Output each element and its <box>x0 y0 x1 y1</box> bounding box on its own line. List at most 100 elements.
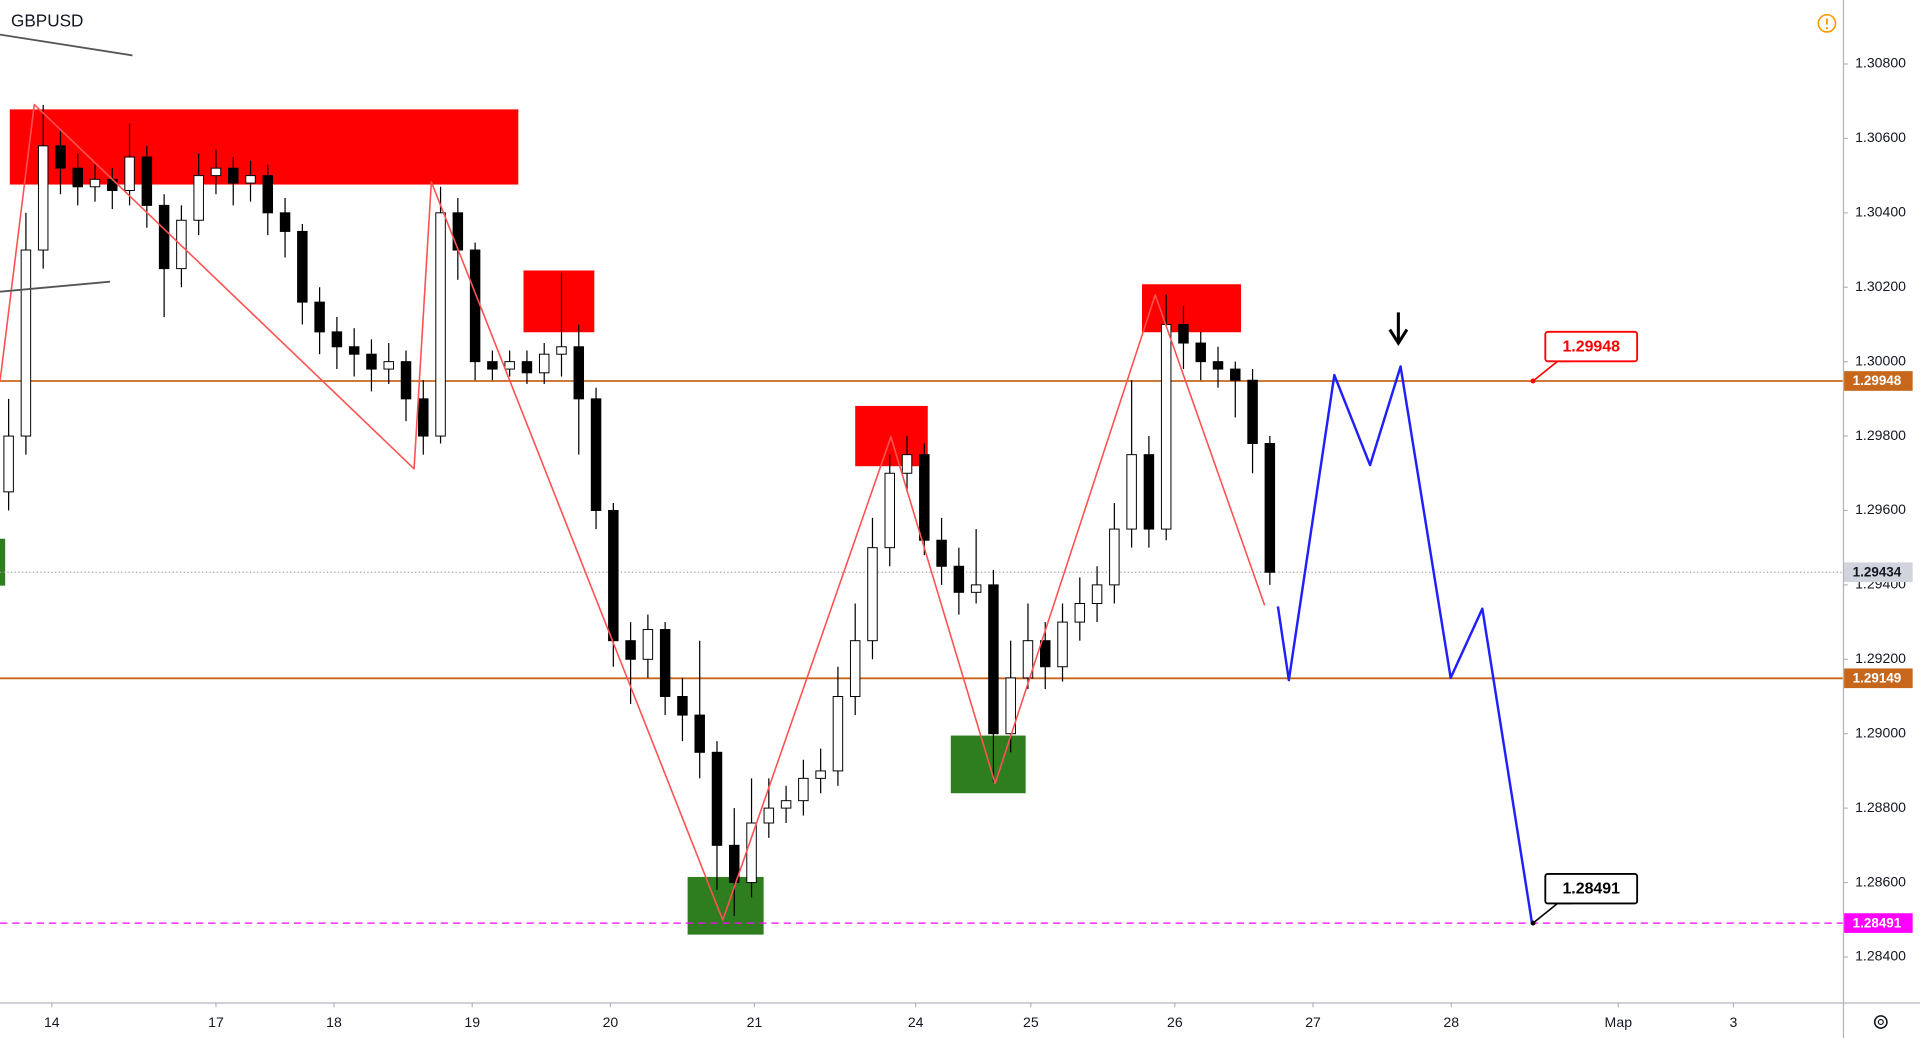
candle-body <box>1264 443 1276 573</box>
gear-ring <box>1873 1015 1888 1029</box>
candle-body <box>1230 368 1241 381</box>
x-tick-label: 19 <box>464 1014 480 1030</box>
price-badge <box>1844 668 1913 689</box>
price-badge <box>1844 371 1913 391</box>
y-tick-label: 1.30000 <box>1855 352 1906 368</box>
candle-body <box>642 629 654 660</box>
candle-body <box>331 331 343 348</box>
candle-body <box>193 175 204 221</box>
y-tick-label: 1.29800 <box>1855 427 1906 443</box>
y-tick-label: 1.29000 <box>1855 724 1906 740</box>
candle-body <box>314 301 325 333</box>
arrow-head <box>1388 328 1409 346</box>
y-tick-label: 1.28800 <box>1855 799 1906 815</box>
candle-body <box>72 167 83 188</box>
zone <box>9 109 519 185</box>
plot-layer: 1.28400 1.28600 1.28800 1.29000 1.29200 1.294… <box>0 33 1913 1030</box>
candle-body <box>452 212 464 251</box>
candle-body <box>919 454 930 541</box>
candle-body <box>867 547 878 642</box>
candle-body <box>1074 602 1086 623</box>
candle-body <box>1143 454 1155 530</box>
candle-body <box>729 844 740 884</box>
x-tick-label: 14 <box>44 1014 60 1030</box>
price-badge-label: 1.28491 <box>1853 915 1902 930</box>
candle-body <box>556 346 567 355</box>
zone <box>687 876 764 935</box>
candle-body <box>107 178 118 191</box>
candle-body <box>383 361 394 370</box>
candle-body <box>521 361 533 374</box>
candle-body <box>89 178 101 188</box>
candle-body <box>988 584 999 735</box>
settings-icon[interactable] <box>1873 1015 1888 1029</box>
alert-icon[interactable] <box>1817 13 1837 33</box>
candle-body <box>262 175 274 214</box>
candle-body <box>297 230 308 303</box>
zone <box>0 538 6 586</box>
candle-body <box>884 472 895 549</box>
price-badge-label: 1.29149 <box>1853 670 1902 685</box>
drawn-line <box>0 33 133 57</box>
candle-body <box>746 822 757 884</box>
price-badge-label: 1.29948 <box>1853 373 1902 388</box>
candle-body <box>1195 342 1206 363</box>
candle-body <box>487 361 498 370</box>
candle-body <box>832 696 844 772</box>
down-arrow <box>1388 312 1409 346</box>
candle-body <box>1040 640 1051 668</box>
candle-body <box>608 509 619 642</box>
candle-body <box>3 435 14 493</box>
x-tick-label: 25 <box>1023 1014 1039 1030</box>
candle-body <box>573 346 585 400</box>
candle-body <box>504 361 515 370</box>
candle-body <box>659 629 671 697</box>
x-tick-label: 26 <box>1167 1014 1183 1030</box>
candle-body <box>158 204 170 270</box>
alert-icon-dot <box>1825 27 1829 30</box>
y-tick-label: 1.29200 <box>1855 650 1906 666</box>
candle-body <box>348 346 360 355</box>
x-tick-label: 18 <box>326 1014 342 1030</box>
candle-body <box>1212 361 1224 370</box>
candle-body <box>849 640 861 697</box>
price-badge <box>1844 562 1913 583</box>
candle-body <box>141 156 153 206</box>
x-tick-label: 17 <box>208 1014 224 1030</box>
y-tick-label: 1.30200 <box>1855 278 1906 294</box>
callout-anchor <box>1530 378 1536 384</box>
candle-body <box>469 249 481 363</box>
candle-body <box>625 640 636 660</box>
drawn-line <box>0 280 111 293</box>
candle-body <box>55 145 66 169</box>
candle-body <box>124 156 135 191</box>
drawn-line <box>0 103 1266 921</box>
y-tick-label: 1.28400 <box>1855 948 1906 964</box>
callout-box <box>1544 872 1639 905</box>
candle-body <box>970 584 982 593</box>
candle-body <box>210 167 222 177</box>
candle-body <box>1057 621 1068 668</box>
candle-body <box>435 212 446 437</box>
candle-body <box>366 353 377 370</box>
candle-body <box>936 539 947 567</box>
candle-body <box>20 249 32 437</box>
callout-label: 1.28491 <box>1562 880 1620 897</box>
candle-body <box>227 167 239 184</box>
x-tick-label: 20 <box>603 1014 619 1030</box>
x-tick-label: 24 <box>908 1014 924 1030</box>
zone <box>1141 284 1242 333</box>
callout-label: 1.29948 <box>1562 338 1620 355</box>
candle-body <box>677 696 688 716</box>
candle-body <box>279 212 291 232</box>
candle-body <box>1022 640 1034 679</box>
candle-body <box>400 361 412 400</box>
candle-body <box>1247 379 1258 444</box>
candle-body <box>37 145 49 251</box>
candle-body <box>815 770 826 779</box>
candle-body <box>798 777 809 802</box>
x-tick-label: 21 <box>747 1014 763 1030</box>
candle-body <box>176 219 187 270</box>
y-tick-label: 1.30600 <box>1855 129 1906 145</box>
